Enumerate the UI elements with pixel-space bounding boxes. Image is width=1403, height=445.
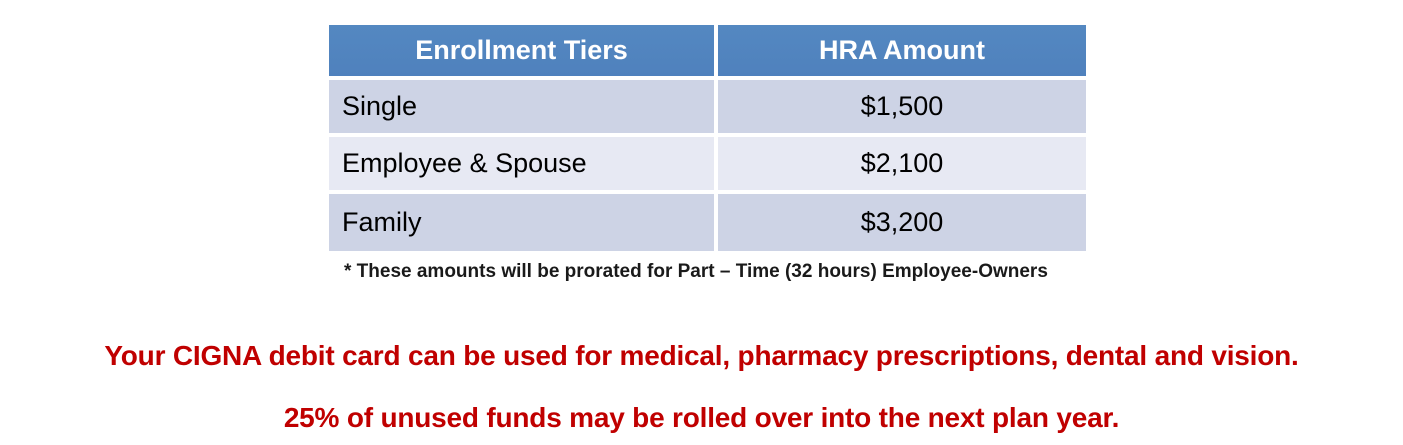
enrollment-table: Enrollment Tiers HRA Amount Single $1,50… — [329, 25, 1086, 251]
note-debit-card-usage: Your CIGNA debit card can be used for me… — [104, 340, 1299, 371]
table-row: Family $3,200 — [329, 194, 1086, 251]
header-enrollment-tiers: Enrollment Tiers — [329, 25, 718, 80]
table-footnote: * These amounts will be prorated for Par… — [344, 261, 1048, 282]
tier-cell-employee-spouse: Employee & Spouse — [329, 137, 718, 194]
amount-cell-single: $1,500 — [718, 80, 1086, 137]
note-rollover: 25% of unused funds may be rolled over i… — [283, 402, 1120, 433]
table-header-row: Enrollment Tiers HRA Amount — [329, 25, 1086, 80]
header-hra-amount: HRA Amount — [718, 25, 1086, 80]
tier-cell-single: Single — [329, 80, 718, 137]
table-row: Employee & Spouse $2,100 — [329, 137, 1086, 194]
tier-cell-family: Family — [329, 194, 718, 251]
table-row: Single $1,500 — [329, 80, 1086, 137]
amount-cell-family: $3,200 — [718, 194, 1086, 251]
amount-cell-employee-spouse: $2,100 — [718, 137, 1086, 194]
